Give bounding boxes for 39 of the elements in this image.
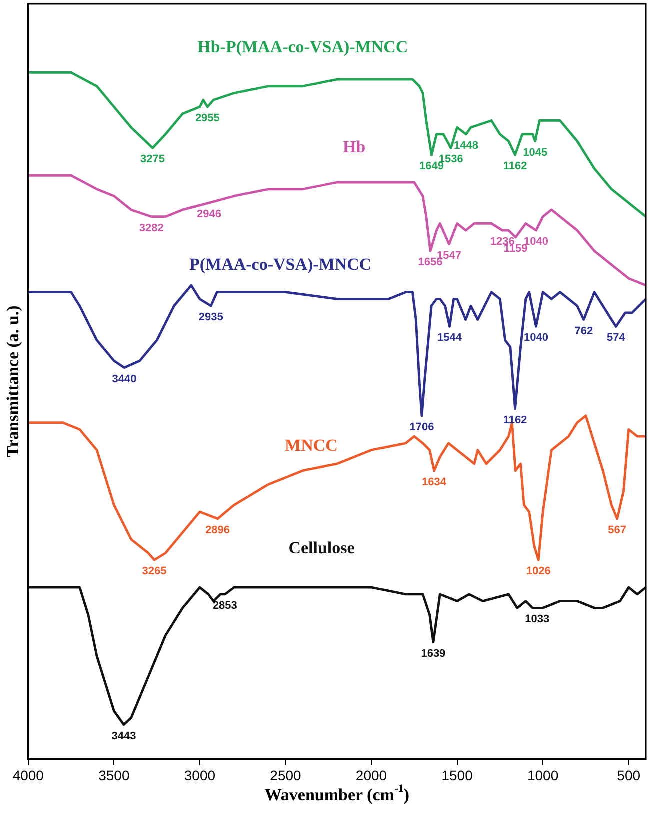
series-label: Hb	[343, 137, 366, 156]
annotation: 1656	[418, 256, 443, 269]
series-label: MNCC	[285, 436, 338, 456]
annotation: 1706	[410, 421, 434, 434]
x-tick-label: 4000	[12, 767, 44, 784]
annotation: 2935	[198, 312, 224, 324]
x-tick-label: 1500	[442, 767, 474, 784]
annotation: 3275	[140, 154, 166, 166]
annotation: 1448	[454, 140, 478, 152]
annotation: 1544	[438, 332, 463, 344]
annotation: 3443	[112, 730, 136, 742]
x-tick-label: 2500	[270, 767, 302, 784]
annotation: 3282	[139, 222, 164, 234]
annotation: 1634	[422, 476, 448, 488]
annotation: 1045	[523, 146, 548, 159]
x-tick-label: 2000	[356, 767, 388, 784]
x-tick-label: 500	[617, 767, 641, 784]
series-label: Hb-P(MAA-co-VSA)-MNCC	[198, 37, 408, 56]
annotation: 567	[608, 524, 627, 536]
annotation: 2853	[212, 600, 238, 612]
x-tick-label: 3000	[184, 767, 216, 784]
annotation: 3265	[142, 566, 167, 578]
annotation: 2946	[196, 208, 222, 221]
annotation: 3440	[112, 373, 137, 386]
x-tick-label: 3500	[98, 767, 130, 784]
annotation: 574	[606, 332, 626, 344]
series-label: P(MAA-co-VSA)-MNCC	[189, 255, 372, 274]
y-axis-title: Transmittance (a. u.)	[4, 306, 23, 458]
annotation: 1162	[503, 414, 528, 427]
annotation: 762	[574, 325, 594, 338]
x-tick-label: 1000	[527, 767, 559, 784]
annotation: 1033	[525, 614, 550, 626]
annotation: 1162	[503, 160, 528, 173]
series-label: Cellulose	[288, 538, 356, 558]
annotation: 1026	[526, 566, 551, 578]
annotation: 1040	[524, 332, 548, 344]
annotation: 1639	[421, 648, 446, 660]
annotation: 2896	[206, 524, 230, 536]
annotation: 2955	[195, 112, 220, 125]
